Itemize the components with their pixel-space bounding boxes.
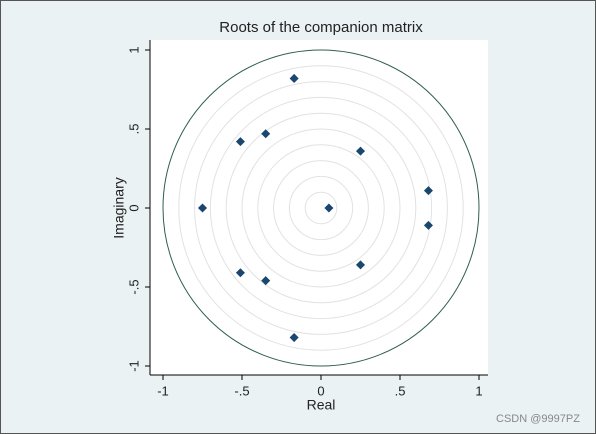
grid-circle (178, 65, 464, 351)
x-tick-label: 0 (317, 383, 324, 398)
x-tick-label: 1 (475, 383, 482, 398)
y-axis-label: Imaginary (111, 177, 127, 238)
unit-circle (162, 49, 480, 367)
x-tick-label: -.5 (234, 383, 249, 398)
y-tick-label: 1 (126, 46, 141, 53)
x-axis-label: Real (307, 397, 336, 413)
y-tick-label: -.5 (126, 279, 141, 294)
y-tick-label: -1 (126, 360, 141, 372)
grid-circle (194, 81, 448, 335)
grid-circle (288, 175, 354, 241)
point (235, 137, 245, 147)
point (197, 203, 208, 213)
grid-circle (257, 144, 385, 272)
point (324, 203, 334, 213)
chart-title: Roots of the companion matrix (219, 19, 423, 36)
watermark: CSDN @9997PZ (496, 413, 580, 425)
y-tick-label: .5 (126, 124, 141, 135)
grid-circle (241, 128, 401, 288)
x-tick-label: -1 (157, 383, 169, 398)
grid-circle (225, 112, 417, 304)
grid-circle (273, 160, 369, 256)
grid-circle (304, 191, 338, 225)
grid-circle (209, 96, 433, 320)
y-tick-label: 0 (126, 204, 141, 211)
x-tick-label: .5 (395, 383, 406, 398)
point (235, 268, 245, 278)
